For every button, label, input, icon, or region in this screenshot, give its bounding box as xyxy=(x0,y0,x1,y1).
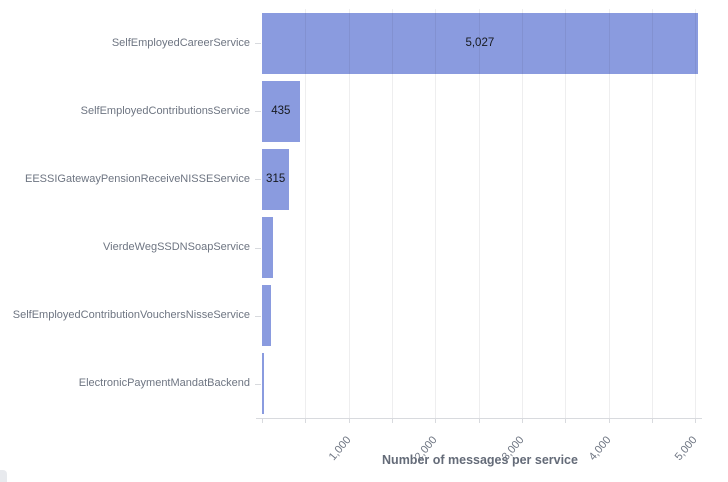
bar xyxy=(262,148,290,210)
x-axis-tick xyxy=(348,419,350,423)
y-axis-tick xyxy=(255,179,261,181)
x-axis-tick xyxy=(262,419,263,423)
x-axis-tick xyxy=(565,419,567,423)
y-axis-tick xyxy=(255,315,261,317)
bar xyxy=(262,80,300,142)
bar xyxy=(262,12,698,74)
bar xyxy=(262,353,265,415)
grid-line xyxy=(348,9,350,418)
grid-line xyxy=(435,9,437,418)
grid-line xyxy=(565,9,567,418)
corner-decoration xyxy=(0,470,7,482)
x-axis-line xyxy=(256,418,702,419)
x-axis-title: Number of messages per service xyxy=(382,453,578,467)
grid-line xyxy=(392,9,394,418)
bar xyxy=(262,285,271,347)
x-axis-tick xyxy=(392,419,394,423)
y-axis-tick xyxy=(255,383,261,385)
bar-value-label: 315 xyxy=(266,173,286,186)
category-label: SelfEmployedContributionsService xyxy=(80,104,250,117)
category-label: ElectronicPaymentMandatBackend xyxy=(78,377,250,390)
bar-value-label: 435 xyxy=(271,105,291,118)
grid-line xyxy=(652,9,654,418)
category-label: VierdeWegSSDNSoapService xyxy=(103,241,250,254)
category-label: EESSIGatewayPensionReceiveNISSEService xyxy=(25,172,250,185)
bar xyxy=(262,217,274,279)
y-axis-tick xyxy=(255,43,261,45)
y-axis-tick xyxy=(255,247,261,249)
grid-line xyxy=(608,9,610,418)
x-axis-tick xyxy=(608,419,610,423)
x-axis-tick xyxy=(305,419,307,423)
grid-line xyxy=(695,9,697,418)
category-label: SelfEmployedContributionVouchersNisseSer… xyxy=(12,309,250,322)
x-axis-tick xyxy=(435,419,437,423)
x-axis-tick xyxy=(522,419,524,423)
grid-line xyxy=(305,9,307,418)
y-axis-tick xyxy=(255,111,261,113)
x-axis-tick xyxy=(478,419,480,423)
x-axis-tick xyxy=(695,419,697,423)
bar-value-label: 5,027 xyxy=(465,37,495,50)
category-label: SelfEmployedCareerService xyxy=(111,36,250,49)
grid-line xyxy=(478,9,480,418)
x-axis-tick xyxy=(652,419,654,423)
grid-line xyxy=(522,9,524,418)
